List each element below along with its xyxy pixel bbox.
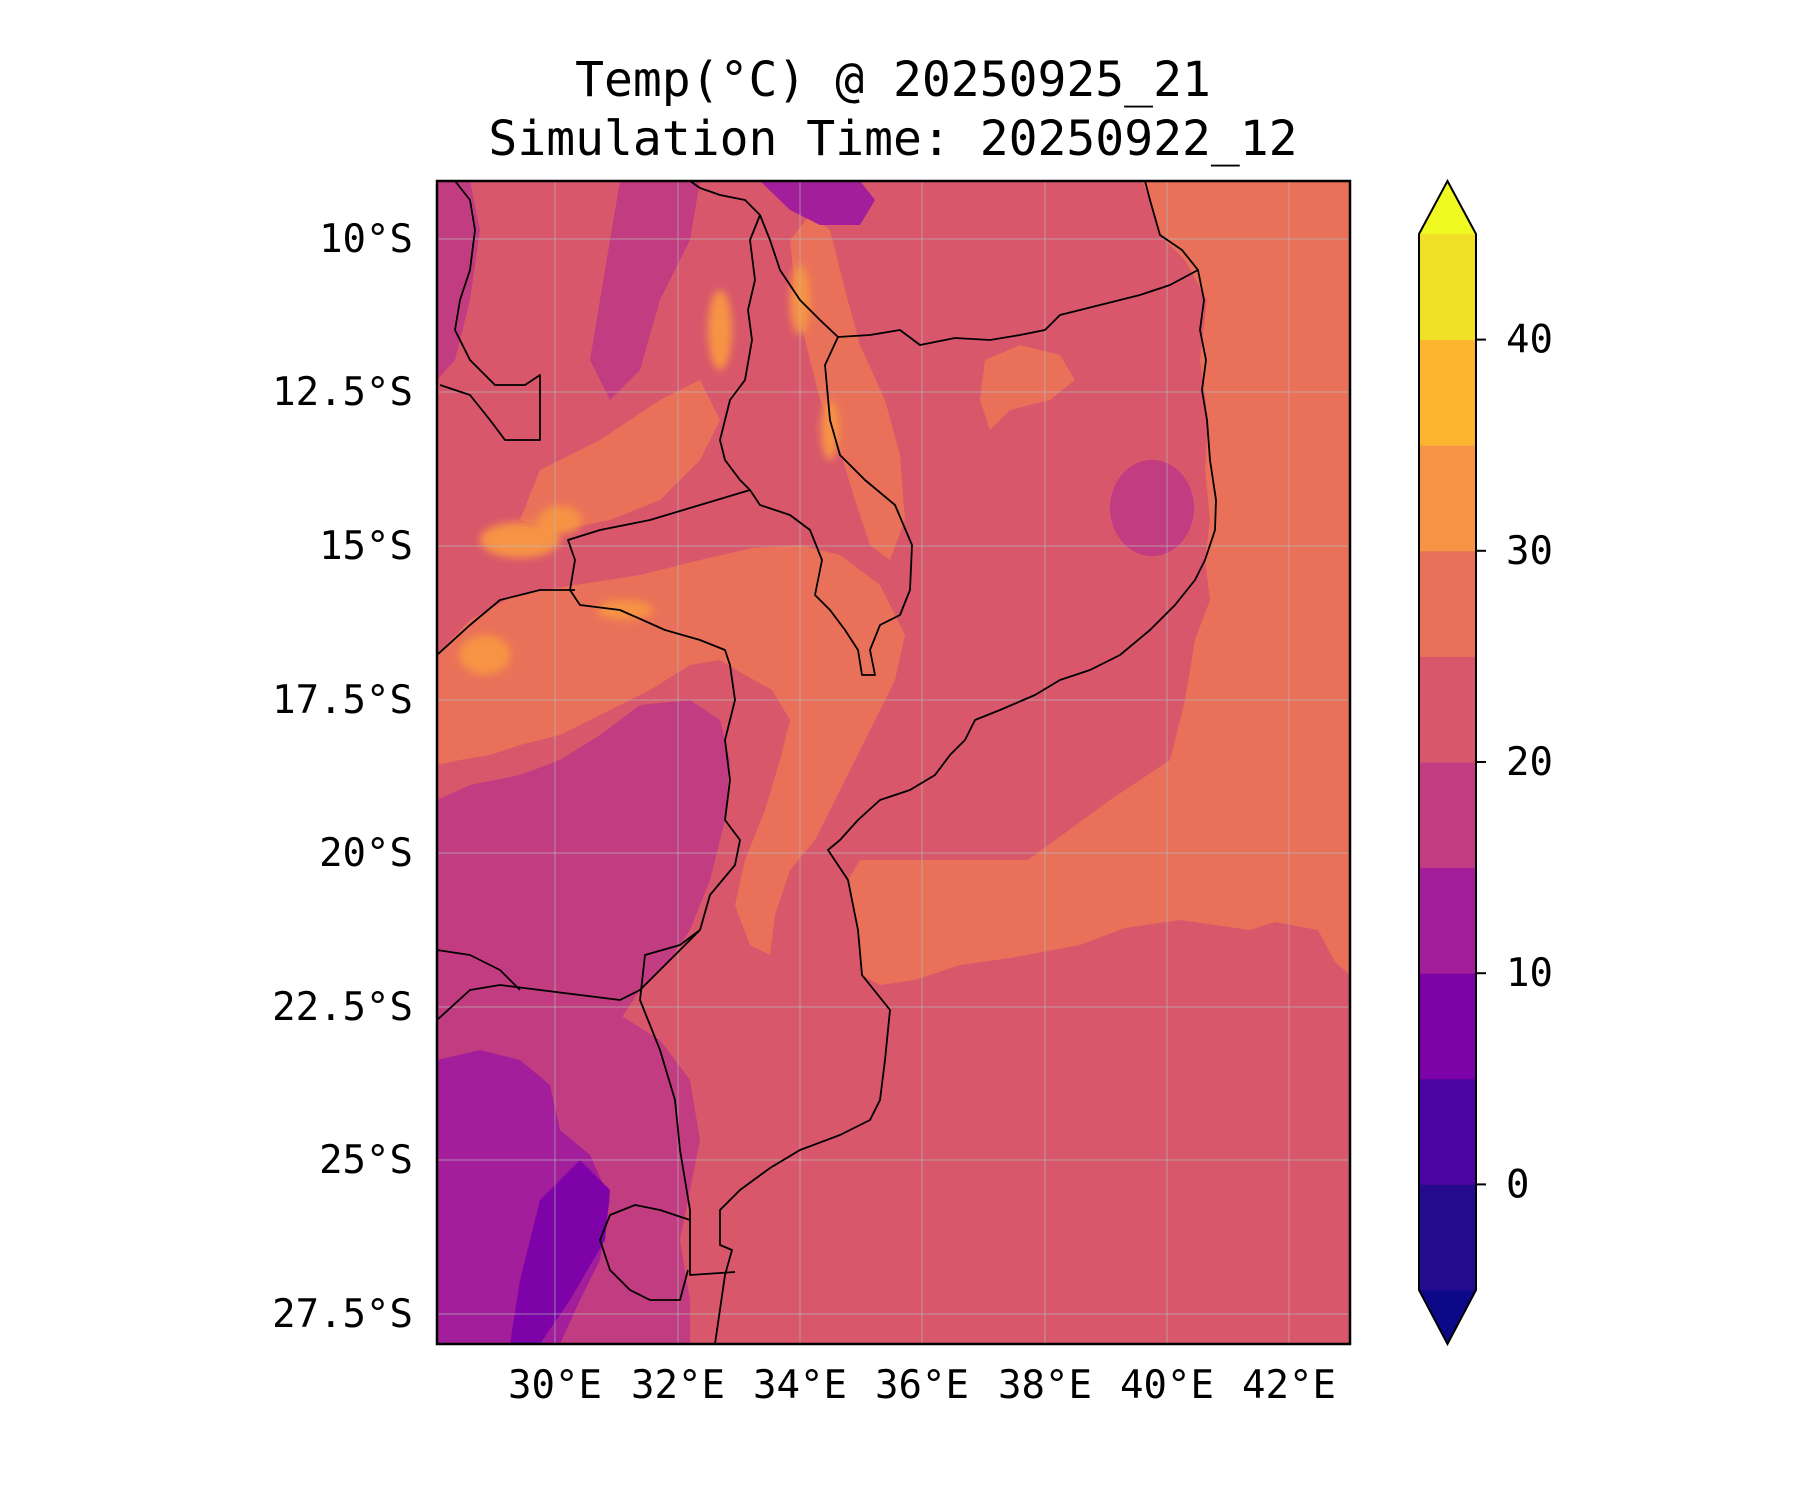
cool-interior-south [437,700,730,1090]
x-tick-label: 36°E [875,1363,969,1408]
colorbar [1418,178,1477,1347]
y-tick-label: 22.5°S [272,985,413,1030]
colorbar-band [1419,656,1476,763]
y-tick-label: 10°S [319,217,413,262]
y-tick-label: 12.5°S [272,370,413,415]
colorbar-outline [1418,178,1477,1347]
cool-patch-north [437,181,480,380]
border-zimbabwe-sa [437,929,701,1021]
warm-patch-lake [520,380,720,530]
x-tick-label: 30°E [508,1363,602,1408]
colorbar-tick-label: 0 [1506,1162,1529,1207]
colorbar-band [1419,1184,1476,1291]
border-malawi-east [749,336,913,676]
figure-title-line-1: Temp(°C) @ 20250925_21 [575,52,1211,108]
colorbar-band [1419,550,1476,657]
y-tick-label: 20°S [319,831,413,876]
y-tick-label: 15°S [319,524,413,569]
border-tanzania-mozambique [837,269,1199,346]
warm-patch-north [790,215,905,560]
border-eswatini [599,1204,691,1301]
cold-pocket-north [760,181,875,225]
colorbar-band [1419,973,1476,1080]
x-tick-label: 32°E [631,1363,725,1408]
y-tick-label: 25°S [319,1138,413,1183]
coldest-pocket [510,1160,610,1344]
border-zambia-zimbabwe [437,589,575,656]
cool-patch-north-2 [590,181,700,400]
x-tick-label: 40°E [1120,1363,1214,1408]
colorbar-band [1419,234,1476,341]
warm-ocean-region [848,181,1350,985]
colorbar-tick-label: 30 [1506,529,1553,574]
border-zambia-malawi [719,214,761,491]
colorbar-extend-over [1419,181,1476,234]
warm-patch-northeast [980,345,1075,430]
x-tick-label: 38°E [998,1363,1092,1408]
colorbar-extend-under [1419,1290,1476,1344]
border-botswana [437,949,521,991]
temperature-map [437,181,1350,1344]
x-tick-label: 42°E [1242,1363,1336,1408]
map-frame [435,179,1352,1346]
border-zambia-mozambique [567,489,751,931]
coastline [714,181,1217,1344]
y-tick-label: 17.5°S [272,678,413,723]
colorbar-band [1419,339,1476,446]
borders-coastline [437,181,1217,1344]
colorbar-tick-label: 20 [1506,740,1553,785]
colorbar-ticks: 0 10 20 30 40 [1476,318,1553,1207]
border-sa-mozambique [639,929,736,1276]
border-drc-zambia [439,181,541,441]
x-axis-labels: 30°E 32°E 34°E 36°E 38°E 40°E 42°E [508,1363,1336,1408]
colorbar-band [1419,445,1476,552]
x-tick-label: 34°E [753,1363,847,1408]
y-axis-labels: 10°S 12.5°S 15°S 17.5°S 20°S 22.5°S 25°S… [272,217,413,1337]
colorbar-band [1419,867,1476,974]
colorbar-band [1419,1078,1476,1185]
colorbar-tick-label: 10 [1506,951,1553,996]
y-tick-label: 27.5°S [272,1292,413,1337]
figure-title-line-2: Simulation Time: 20250922_12 [488,111,1297,167]
cold-pocket-east [1110,460,1194,556]
colorbar-tick-label: 40 [1506,318,1553,363]
border-malawi-west [689,181,839,338]
colorbar-band [1419,762,1476,869]
gridlines [437,181,1350,1344]
